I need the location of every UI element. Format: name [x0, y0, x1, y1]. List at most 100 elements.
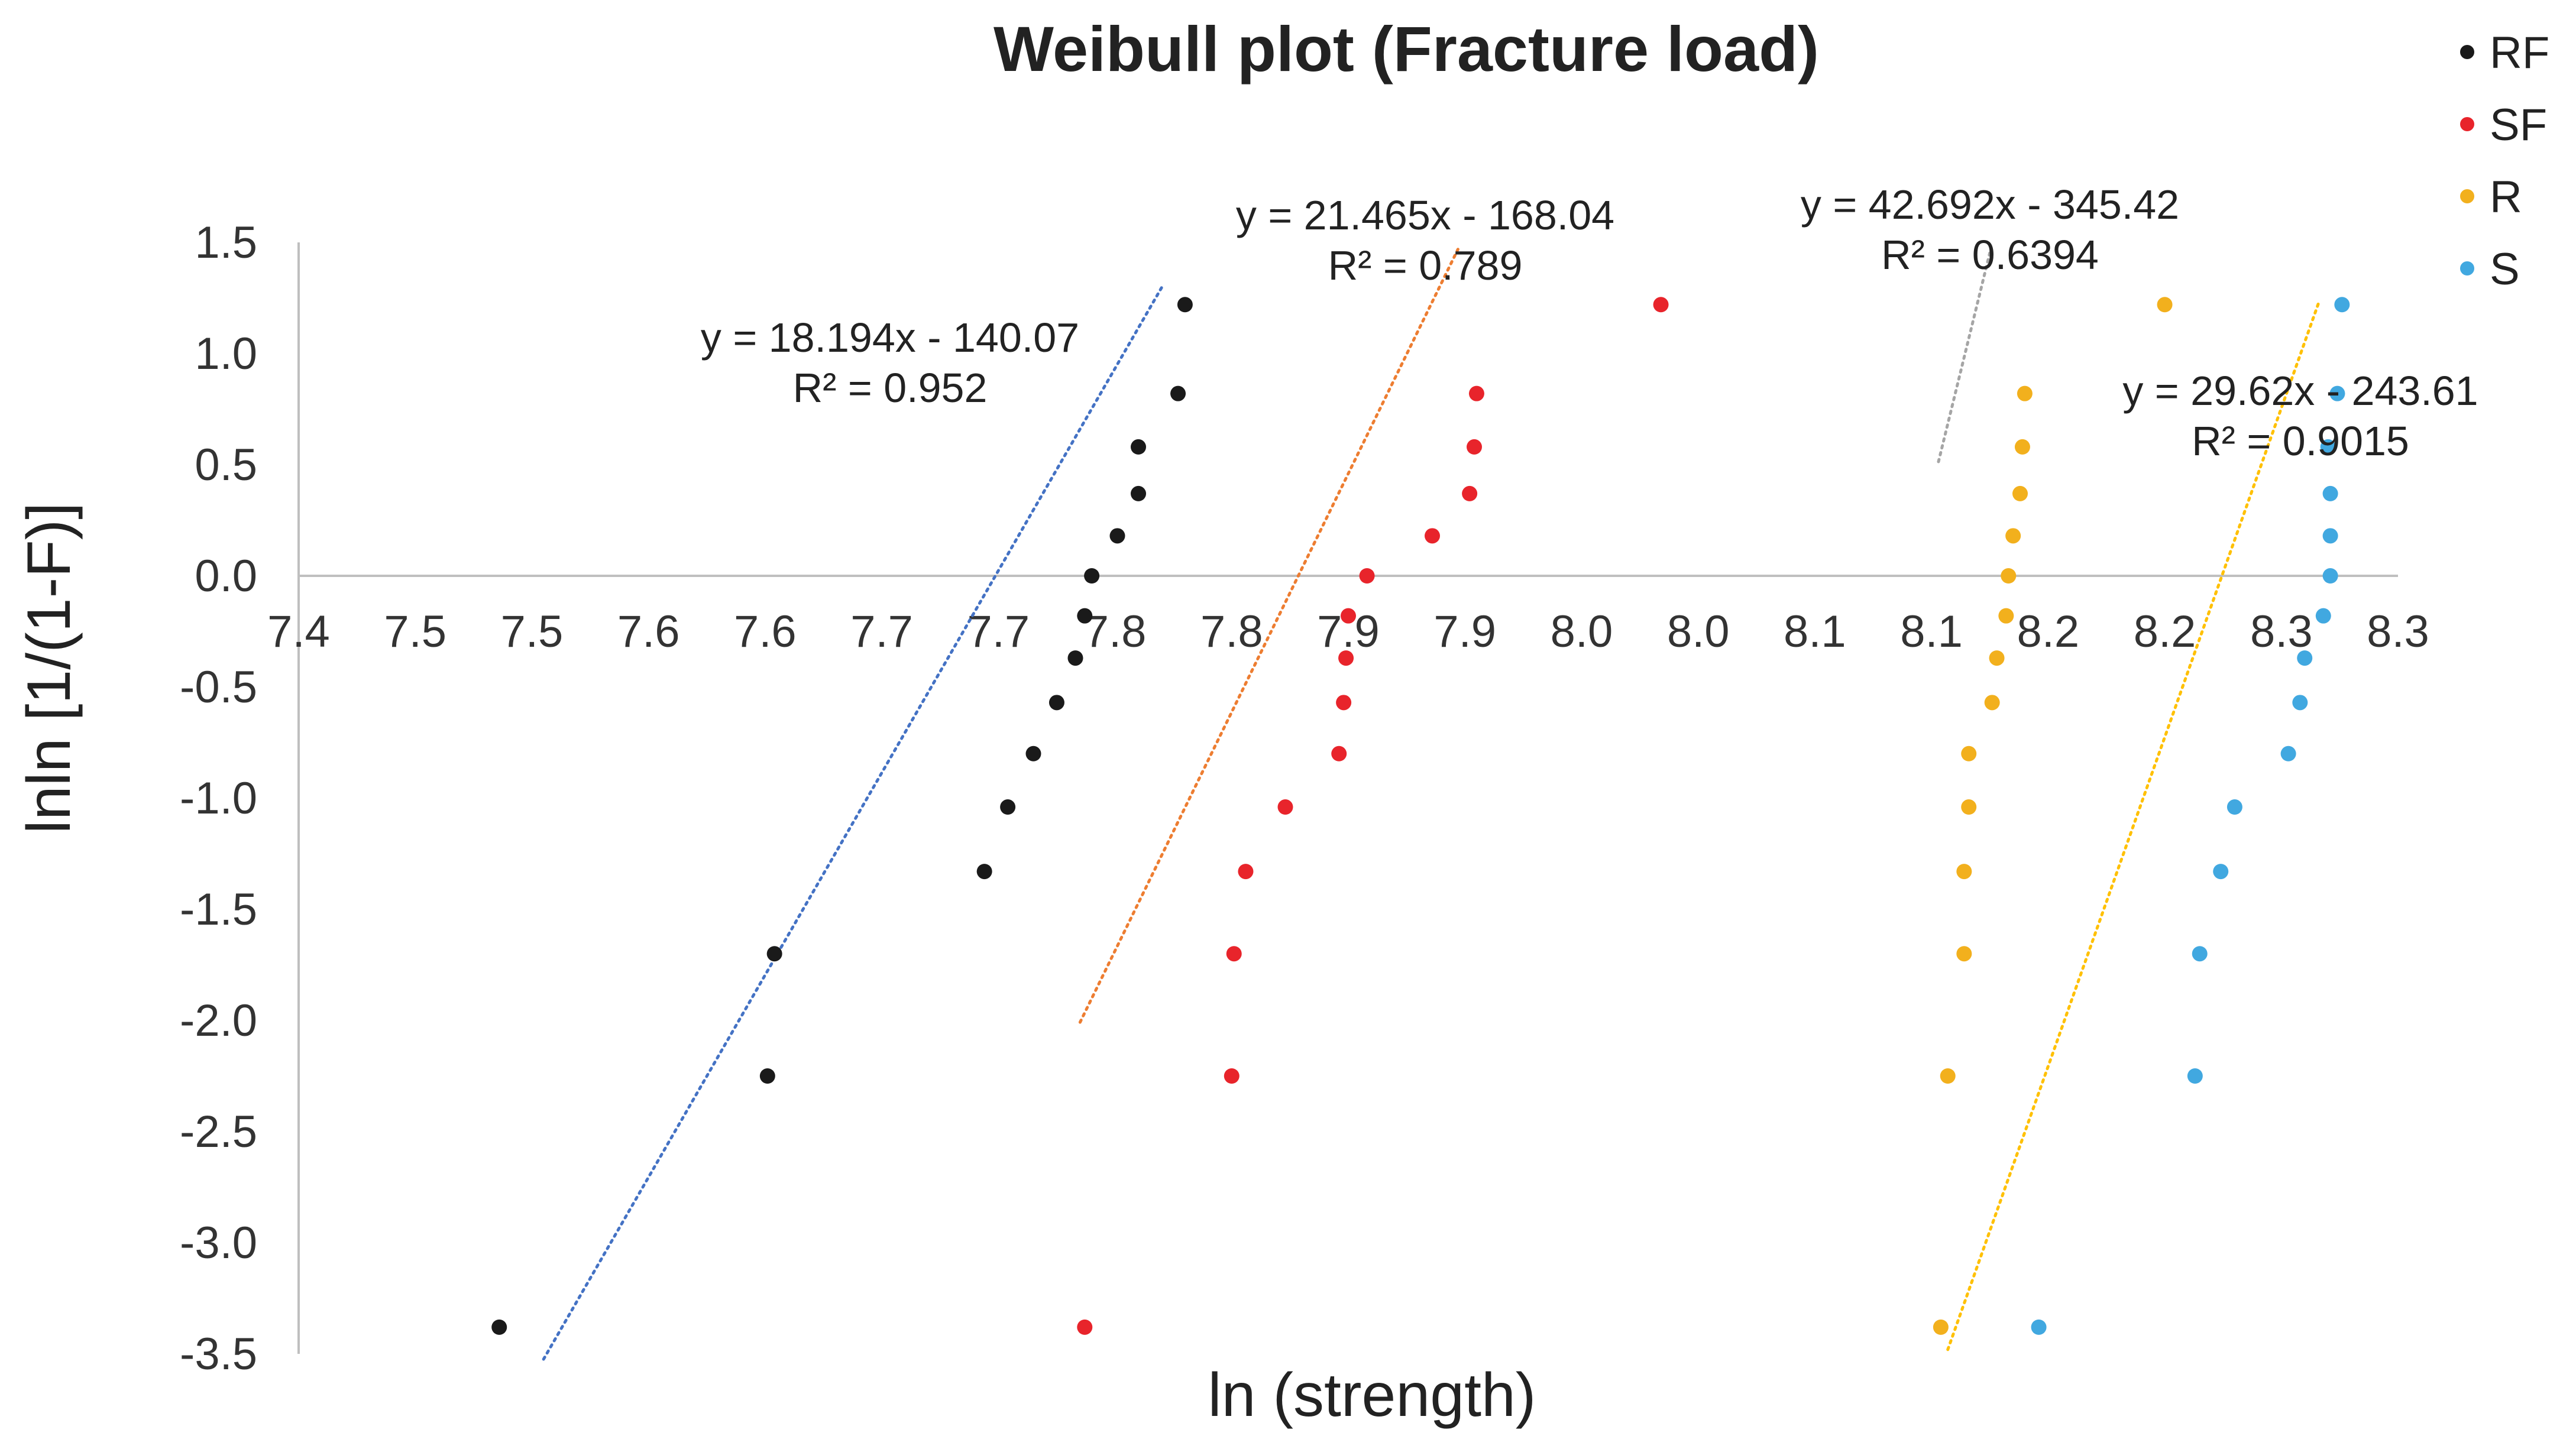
- data-point-r: [2017, 385, 2033, 401]
- data-point-sf: [1468, 385, 1484, 401]
- data-point-s: [2297, 650, 2313, 666]
- data-point-r: [1989, 650, 2005, 666]
- data-point-rf: [1109, 528, 1125, 544]
- data-point-s: [2192, 946, 2208, 962]
- legend-marker-s: [2460, 261, 2474, 276]
- data-point-sf: [1467, 439, 1482, 455]
- data-point-r: [1956, 864, 1972, 880]
- data-point-s: [2322, 528, 2338, 544]
- trendline-r2-s: R² = 0.9015: [2192, 418, 2409, 464]
- data-point-rf: [1048, 695, 1064, 711]
- y-axis-label: lnln [1/(1-F)]: [15, 503, 83, 834]
- data-point-rf: [1131, 439, 1146, 455]
- data-point-sf: [1331, 746, 1347, 761]
- y-tick-label: 0.0: [195, 551, 257, 601]
- x-tick-label: 7.7: [850, 607, 913, 657]
- x-tick-label: 7.8: [1200, 607, 1263, 657]
- y-tick-label: -3.0: [180, 1218, 257, 1268]
- data-point-r: [1984, 695, 2000, 711]
- x-axis-label: ln (strength): [1208, 1361, 1536, 1430]
- x-tick-label: 8.3: [2250, 607, 2313, 657]
- data-point-sf: [1277, 799, 1293, 815]
- data-point-rf: [766, 946, 782, 962]
- data-point-sf: [1462, 485, 1478, 501]
- data-point-sf: [1338, 650, 1354, 666]
- data-point-r: [1956, 946, 1972, 962]
- data-point-r: [2012, 485, 2028, 501]
- data-point-s: [2031, 1319, 2047, 1335]
- x-tick-label: 8.0: [1667, 607, 1730, 657]
- x-tick-label: 7.5: [501, 607, 564, 657]
- legend-marker-rf: [2460, 45, 2474, 59]
- data-point-s: [2213, 864, 2229, 880]
- trendline-s: [1946, 301, 2321, 1351]
- x-tick-label: 7.5: [384, 607, 446, 657]
- data-point-sf: [1238, 864, 1254, 880]
- data-point-s: [2322, 568, 2338, 584]
- data-point-s: [2187, 1068, 2203, 1084]
- trendline-r2-sf: R² = 0.789: [1328, 242, 1523, 289]
- data-point-rf: [1170, 385, 1186, 401]
- data-point-sf: [1359, 568, 1375, 584]
- data-point-s: [2292, 695, 2308, 711]
- data-point-rf: [1077, 608, 1093, 624]
- legend-label-rf: RF: [2490, 28, 2549, 78]
- y-tick-label: -1.5: [180, 884, 257, 935]
- data-point-s: [2227, 799, 2242, 815]
- legend-label-s: S: [2490, 244, 2520, 294]
- y-tick-label: 1.0: [195, 329, 257, 379]
- data-point-r: [1933, 1319, 1949, 1335]
- trendline-equation-rf: y = 18.194x - 140.07: [701, 315, 1079, 361]
- data-point-rf: [491, 1319, 507, 1335]
- legend-marker-sf: [2460, 117, 2474, 131]
- y-tick-label: 0.5: [195, 440, 257, 490]
- legend-marker-r: [2460, 189, 2474, 203]
- legend: RF SF RS: [2460, 28, 2549, 294]
- data-point-sf: [1653, 297, 1669, 313]
- trendline-sf: [1078, 248, 1459, 1024]
- data-point-s: [2334, 297, 2350, 313]
- data-point-r: [2157, 297, 2173, 313]
- data-point-sf: [1224, 1068, 1240, 1084]
- data-point-r: [1961, 799, 1977, 815]
- x-tick-label: 8.1: [1900, 607, 1963, 657]
- data-point-rf: [1025, 746, 1041, 761]
- x-tick-label: 8.2: [2017, 607, 2080, 657]
- data-points: [491, 297, 2350, 1335]
- trendline-equation-r: y = 42.692x - 345.42: [1801, 182, 2179, 228]
- y-tick-label: 1.5: [195, 218, 257, 268]
- data-point-sf: [1341, 608, 1356, 624]
- data-point-rf: [1000, 799, 1016, 815]
- trendline-r2-rf: R² = 0.952: [793, 365, 988, 411]
- data-point-rf: [1177, 297, 1193, 313]
- data-point-s: [2315, 608, 2331, 624]
- x-tick-label: 7.4: [267, 607, 330, 657]
- trendline-rf: [542, 286, 1163, 1361]
- data-point-rf: [1067, 650, 1083, 666]
- trendlines: [542, 248, 2321, 1361]
- data-point-sf: [1425, 528, 1440, 544]
- data-point-rf: [1131, 485, 1146, 501]
- legend-label-sf: SF: [2490, 100, 2547, 150]
- y-tick-label: -0.5: [180, 662, 257, 712]
- x-tick-label: 7.6: [734, 607, 797, 657]
- y-tick-label: -2.0: [180, 996, 257, 1046]
- data-point-s: [2320, 439, 2336, 455]
- data-point-sf: [1336, 695, 1352, 711]
- data-point-s: [2280, 746, 2296, 761]
- axes: 1.5 1.0 0.5 0.0 -0.5 -1.0 -1.5 -2.0 -2.5 -3.0 -3.5…: [180, 218, 2429, 1379]
- y-tick-label: -2.5: [180, 1107, 257, 1157]
- data-point-s: [2322, 485, 2338, 501]
- data-point-r: [1998, 608, 2014, 624]
- y-tick-label: -1.0: [180, 773, 257, 824]
- data-point-r: [2001, 568, 2017, 584]
- x-tick-label: 7.6: [617, 607, 680, 657]
- chart-title: Weibull plot (Fracture load): [993, 13, 1819, 85]
- data-point-rf: [976, 864, 992, 880]
- x-tick-label: 8.2: [2134, 607, 2196, 657]
- x-tick-label: 8.0: [1551, 607, 1613, 657]
- trendline-equation-s: y = 29.62x - 243.61: [2122, 368, 2478, 414]
- x-tick-label: 8.3: [2367, 607, 2429, 657]
